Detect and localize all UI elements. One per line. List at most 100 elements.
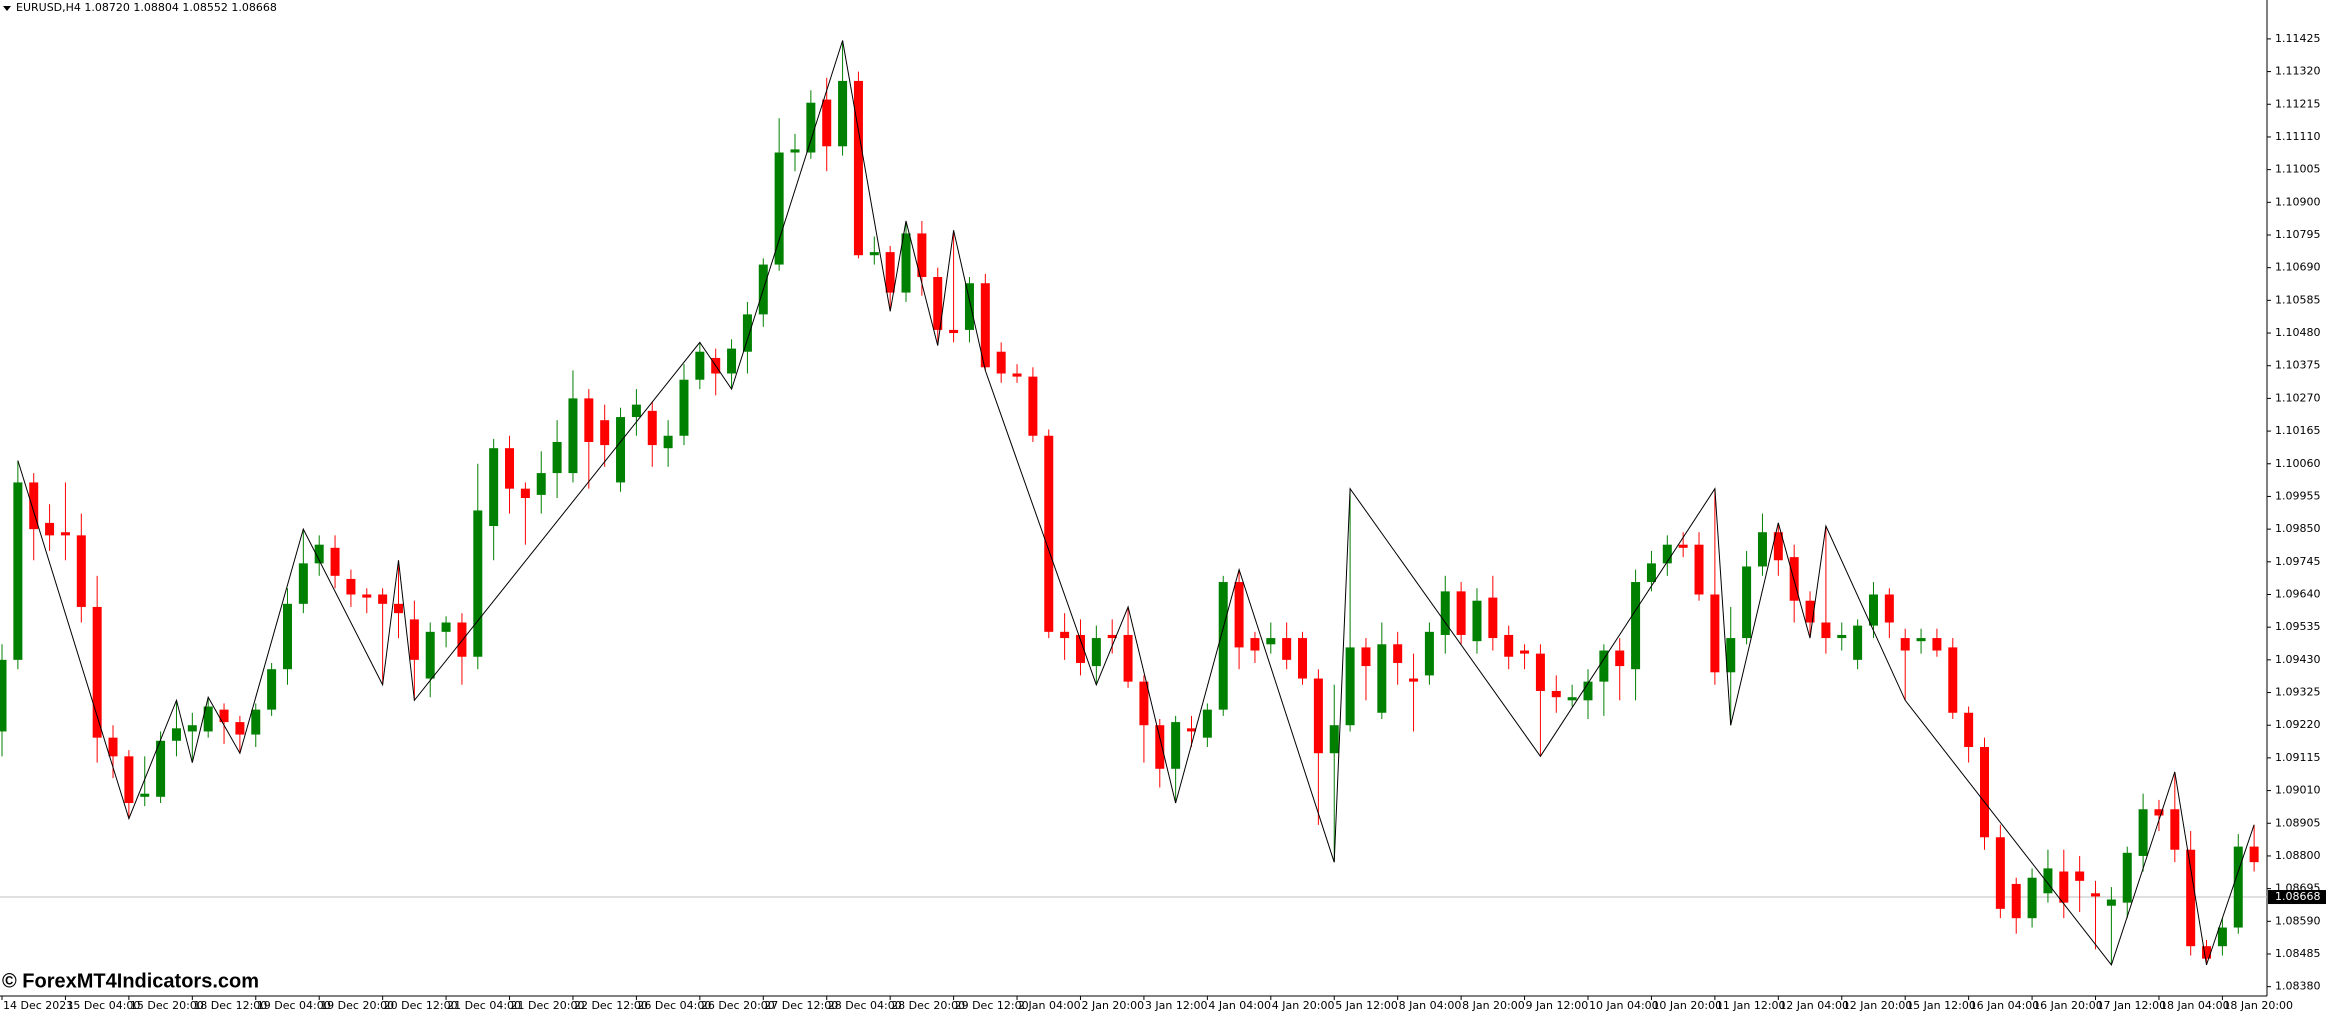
chart-title: EURUSD,H4 1.08720 1.08804 1.08552 1.0866… [16,1,277,14]
candle-body [647,410,657,446]
candle-body [2217,927,2227,947]
candle-body [917,233,927,278]
candle-body [600,420,610,446]
candle-body [1884,594,1894,623]
candle-body [695,351,705,380]
y-tick-label: 1.10900 [2275,195,2321,208]
candle-body [314,544,324,564]
candle-body [1980,747,1989,838]
y-tick-label: 1.10795 [2275,228,2321,241]
x-tick-label: 26 Dec 20:00 [701,999,775,1012]
candle-body [441,622,451,632]
x-tick-label: 21 Dec 04:00 [447,999,521,1012]
x-tick-label: 9 Jan 12:00 [1526,999,1589,1012]
x-tick-label: 21 Dec 20:00 [511,999,585,1012]
candle-body [552,441,562,474]
y-tick-label: 1.09850 [2275,522,2321,535]
candle-body [2138,809,2148,856]
candle-body [1075,634,1085,663]
candle-body [1393,644,1403,663]
candle-body [1282,638,1292,660]
candle-body [219,709,229,723]
candle-body [2075,871,2085,881]
candle-body [1218,582,1228,710]
y-tick-label: 1.11320 [2275,65,2321,78]
candle-body [282,603,292,670]
x-tick-label: 8 Jan 04:00 [1399,999,1462,1012]
x-tick-label: 14 Dec 2023 [3,999,73,1012]
candle-body [536,473,546,495]
x-tick-label: 18 Dec 12:00 [193,999,267,1012]
candle-body [140,793,150,797]
candle-body [1361,647,1371,667]
y-tick-label: 1.10060 [2275,457,2321,470]
y-tick-label: 1.09010 [2275,784,2321,797]
candle-body [1266,638,1276,645]
candle-body [806,102,816,153]
x-tick-label: 16 Jan 20:00 [2033,999,2103,1012]
candle-body [298,563,308,604]
candle-body [235,722,245,735]
candle-body [330,547,340,576]
candle-body [45,522,55,536]
y-tick-label: 1.09220 [2275,718,2321,731]
candle-body [1805,600,1815,623]
candle-body [1298,638,1308,679]
candle-body [996,351,1006,374]
candle-body [1187,728,1196,732]
x-tick-label: 28 Dec 04:00 [828,999,902,1012]
candle-body [1662,544,1672,564]
candle-body [1551,690,1561,698]
y-tick-label: 1.09535 [2275,620,2321,633]
x-tick-label: 4 Jan 20:00 [1272,999,1335,1012]
candle-body [1377,644,1387,713]
candle-body [1821,622,1831,639]
candle-body [2043,868,2053,894]
candle-body [0,659,7,732]
y-tick-label: 1.08485 [2275,947,2321,960]
x-tick-label: 18 Jan 04:00 [2160,999,2230,1012]
current-price-box [2268,890,2326,905]
candle-body [1409,678,1419,682]
candle-body [1345,647,1355,726]
candle-body [1535,653,1545,691]
candle-body [29,482,39,530]
x-tick-label: 22 Dec 12:00 [574,999,648,1012]
candle-body [1948,647,1958,713]
candle-body [425,631,435,679]
candle-body [2154,809,2164,816]
x-tick-label: 4 Jan 04:00 [1208,999,1271,1012]
y-tick-label: 1.11215 [2275,97,2321,110]
x-tick-label: 19 Dec 04:00 [257,999,331,1012]
candle-body [2091,893,2101,897]
candle-body [1060,631,1070,639]
x-tick-label: 27 Dec 12:00 [764,999,838,1012]
candle-body [1313,678,1323,754]
x-tick-label: 2 Jan 20:00 [1081,999,1144,1012]
candle-body [1440,591,1450,635]
candle-body [394,603,403,614]
candle-body [790,149,800,153]
x-tick-label: 2 Jan 04:00 [1018,999,1081,1012]
x-tick-label: 16 Jan 04:00 [1970,999,2040,1012]
candle-body [980,283,990,368]
candle-body [727,348,737,374]
candle-body [1694,544,1704,595]
x-tick-label: 3 Jan 12:00 [1145,999,1208,1012]
x-tick-label: 29 Dec 12:00 [955,999,1029,1012]
candle-body [679,379,689,436]
candle-body [1520,650,1530,654]
y-tick-label: 1.08905 [2275,816,2321,829]
candle-body [473,510,483,657]
y-tick-label: 1.10375 [2275,359,2321,372]
candle-body [1424,631,1434,676]
candle-body [2249,846,2259,863]
candle-body [1202,709,1212,738]
candle-body [584,398,594,442]
candle-body [156,740,166,797]
y-tick-label: 1.09430 [2275,653,2321,666]
candle-body [1091,638,1101,667]
candle-body [1155,725,1165,769]
candle-body [1773,532,1783,561]
